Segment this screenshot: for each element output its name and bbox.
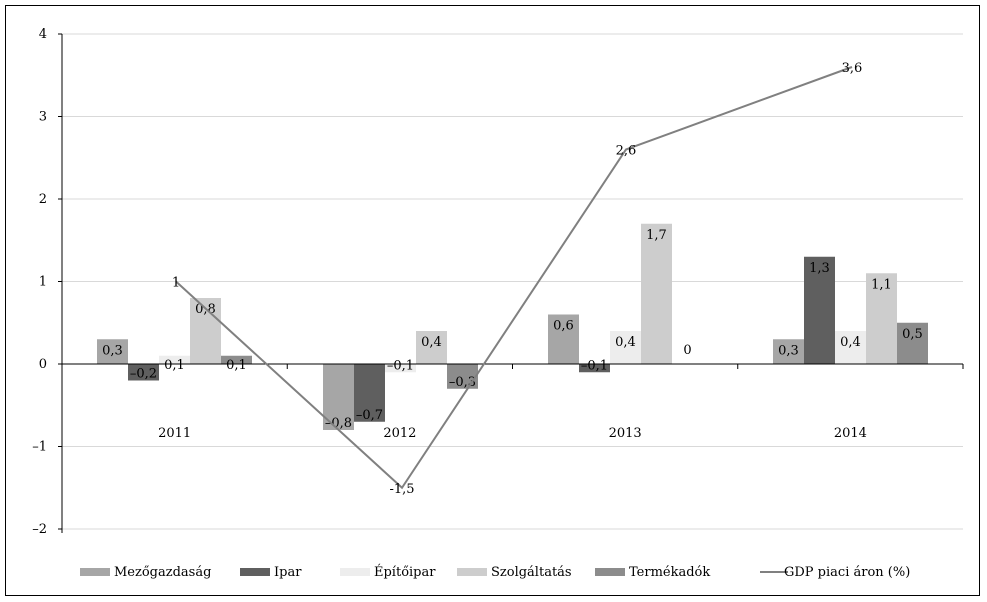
bar [579,364,610,373]
bar [354,364,385,422]
bar-data-label: 0,4 [840,335,861,350]
bar-data-label: –0,8 [325,416,352,431]
legend-label: GDP piaci áron (%) [784,565,910,580]
bar [159,355,190,364]
bar-data-label: –0,7 [356,408,383,423]
bar [97,339,128,364]
bar-data-label: 0,1 [226,358,247,373]
bar-data-label: 1,1 [871,277,892,292]
bar-data-label: 0,6 [553,319,574,334]
bar-data-label: 0 [683,343,691,358]
bar-data-label: 1,7 [646,228,667,243]
y-tick-label: 0 [39,357,47,372]
bar [447,364,478,389]
y-tick-label: 4 [39,27,47,42]
bar-data-label: 0,3 [102,343,123,358]
legend-label: Építőipar [374,564,436,580]
line-data-label: 3,6 [842,61,863,76]
legend-label: Mezőgazdaság [114,565,211,580]
bar-data-label: 0,1 [164,358,185,373]
bar [610,331,641,364]
y-tick-label: –2 [32,522,47,537]
y-tick-label: 1 [39,275,47,290]
bar-data-label: 0,4 [615,335,636,350]
x-tick-label: 2011 [158,426,191,441]
bar [641,223,672,364]
bar-data-label: 1,3 [809,261,830,276]
bar [221,355,252,364]
legend-label: Termékadók [629,565,710,580]
bar [804,256,835,364]
x-tick-label: 2014 [834,426,867,441]
legend-label: Szolgáltatás [491,565,572,580]
x-tick-label: 2012 [383,426,416,441]
legend-swatch [240,568,270,576]
bar-data-label: 0,5 [902,327,923,342]
y-tick-label: 3 [39,110,47,125]
y-tick-label: –1 [32,440,47,455]
bar [416,331,447,364]
bar [866,273,897,364]
bar-data-label: –0,2 [130,367,157,382]
legend-swatch [340,568,370,576]
bar [128,364,159,381]
line-data-label: 1 [172,276,180,291]
bar-data-label: 0,3 [778,343,799,358]
legend-swatch [80,568,110,576]
bar-data-label: 0,4 [421,335,442,350]
gdp-line [175,66,853,490]
legend-swatch [595,568,625,576]
bar-data-label: –0,1 [387,358,414,373]
line-data-label: 2,6 [616,144,637,159]
legend-label: Ipar [274,565,302,580]
x-tick-label: 2013 [609,426,642,441]
bar [385,364,416,373]
y-tick-label: 2 [39,192,47,207]
bar [897,322,928,364]
line-data-label: -1,5 [389,482,414,497]
bar [835,331,866,364]
bar [548,314,579,364]
bar [773,339,804,364]
legend-swatch [457,568,487,576]
bar-data-label: –0,1 [581,358,608,373]
bar [323,364,354,430]
